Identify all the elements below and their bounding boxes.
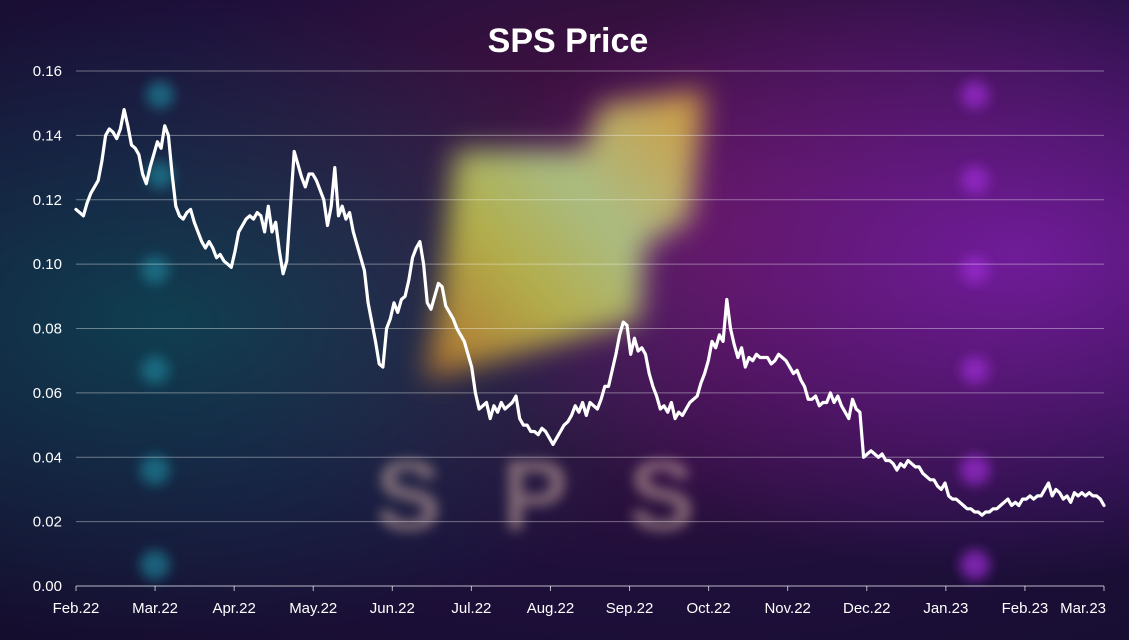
y-tick-label: 0.06 xyxy=(33,385,62,402)
chart-title: SPS Price xyxy=(488,22,649,60)
x-tick-label: May.22 xyxy=(289,600,337,617)
y-tick-label: 0.12 xyxy=(33,192,62,209)
x-axis: Feb.22 Mar.22 Apr.22 May.22 Jun.22 Jul.22 Aug.… xyxy=(53,586,1106,617)
x-tick-label: Oct.22 xyxy=(687,600,731,617)
x-tick-label: Aug.22 xyxy=(527,600,575,617)
x-tick-label: Jul.22 xyxy=(451,600,491,617)
y-tick-label: 0.10 xyxy=(33,256,62,273)
y-tick-label: 0.14 xyxy=(33,127,62,144)
grid-lines xyxy=(76,70,1104,587)
sps-watermark-text: SPS xyxy=(375,440,755,552)
price-series xyxy=(74,107,1106,517)
x-tick-label: Dec.22 xyxy=(843,600,891,617)
y-tick-label: 0.08 xyxy=(33,321,62,338)
x-tick-label: Sep.22 xyxy=(606,600,654,617)
y-tick-label: 0.16 xyxy=(33,63,62,80)
price-line xyxy=(74,107,1106,517)
x-tick-label: Mar.23 xyxy=(1060,600,1106,617)
x-tick-label: Jan.23 xyxy=(923,600,968,617)
y-tick-label: 0.02 xyxy=(33,514,62,531)
y-tick-label: 0.04 xyxy=(33,449,62,466)
x-tick-label: Jun.22 xyxy=(370,600,415,617)
sps-logo-watermark xyxy=(425,90,705,380)
x-tick-label: Mar.22 xyxy=(132,600,178,617)
y-tick-label: 0.00 xyxy=(33,578,62,595)
x-tick-label: Nov.22 xyxy=(764,600,810,617)
x-tick-label: Feb.23 xyxy=(1002,600,1049,617)
x-tick-label: Apr.22 xyxy=(212,600,255,617)
x-tick-label: Feb.22 xyxy=(53,600,100,617)
y-axis: 0.00 0.02 0.04 0.06 0.08 0.10 0.12 0.14 0.16 xyxy=(33,63,62,595)
